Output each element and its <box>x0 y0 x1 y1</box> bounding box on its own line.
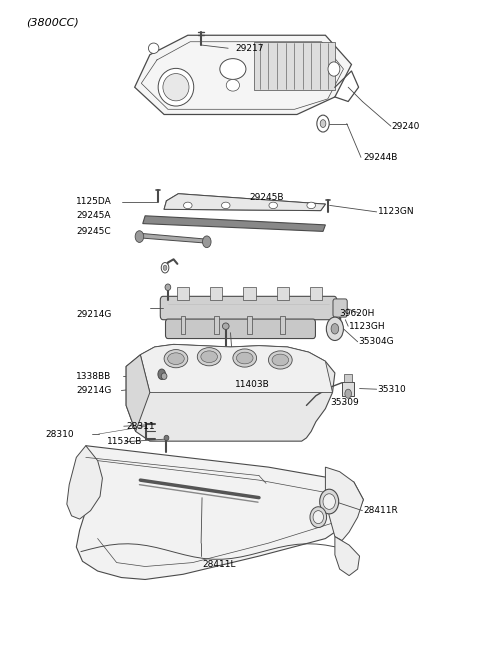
Text: 39620H: 39620H <box>340 309 375 318</box>
Polygon shape <box>126 345 335 441</box>
Ellipse shape <box>163 73 189 101</box>
Text: 29245B: 29245B <box>250 193 284 202</box>
Circle shape <box>135 231 144 242</box>
Text: 29214G: 29214G <box>76 310 112 319</box>
Text: 28310: 28310 <box>46 430 74 438</box>
Text: 28411R: 28411R <box>363 506 398 515</box>
Polygon shape <box>67 445 102 519</box>
Ellipse shape <box>313 511 324 523</box>
Text: (3800CC): (3800CC) <box>26 17 79 28</box>
Circle shape <box>203 236 211 248</box>
Ellipse shape <box>201 351 217 363</box>
Bar <box>247 316 252 334</box>
Ellipse shape <box>197 348 221 365</box>
Text: 29240: 29240 <box>392 122 420 130</box>
Ellipse shape <box>320 489 339 514</box>
Bar <box>210 288 222 300</box>
FancyBboxPatch shape <box>333 299 347 317</box>
Ellipse shape <box>164 436 169 441</box>
Text: 11403B: 11403B <box>235 380 270 389</box>
Bar <box>342 382 354 396</box>
Bar <box>344 374 352 382</box>
Ellipse shape <box>226 79 240 91</box>
Ellipse shape <box>237 352 253 364</box>
Text: 29214G: 29214G <box>76 386 112 395</box>
Bar <box>276 288 289 300</box>
Ellipse shape <box>148 43 159 54</box>
Circle shape <box>331 324 339 334</box>
Ellipse shape <box>183 202 192 209</box>
Polygon shape <box>126 355 150 432</box>
Bar <box>214 316 219 334</box>
Circle shape <box>161 263 169 273</box>
Ellipse shape <box>268 351 292 369</box>
Polygon shape <box>76 445 363 580</box>
Circle shape <box>317 115 329 132</box>
Text: 28311: 28311 <box>126 422 155 431</box>
Polygon shape <box>143 215 325 231</box>
Ellipse shape <box>233 349 257 367</box>
Ellipse shape <box>168 353 184 365</box>
Circle shape <box>163 265 167 271</box>
Polygon shape <box>139 233 207 243</box>
Polygon shape <box>140 345 333 392</box>
Circle shape <box>320 120 326 128</box>
Ellipse shape <box>310 507 326 527</box>
Text: 29245A: 29245A <box>76 212 111 220</box>
Text: 29245C: 29245C <box>76 227 111 236</box>
Text: 35310: 35310 <box>378 384 407 394</box>
Polygon shape <box>164 194 325 211</box>
Bar <box>310 288 322 300</box>
Ellipse shape <box>269 202 277 209</box>
Polygon shape <box>254 42 335 90</box>
Bar <box>243 288 256 300</box>
Circle shape <box>345 389 351 398</box>
Ellipse shape <box>307 202 315 209</box>
Text: 1338BB: 1338BB <box>76 371 111 381</box>
Text: 1125DA: 1125DA <box>76 197 112 206</box>
Ellipse shape <box>164 350 188 367</box>
Ellipse shape <box>165 284 171 290</box>
Bar <box>180 316 185 334</box>
Ellipse shape <box>161 373 167 379</box>
Text: 1153CB: 1153CB <box>107 438 143 446</box>
Ellipse shape <box>158 68 194 106</box>
Polygon shape <box>325 467 363 540</box>
Bar <box>177 288 189 300</box>
Text: 1123GN: 1123GN <box>378 208 414 216</box>
Ellipse shape <box>221 202 230 209</box>
Ellipse shape <box>272 354 288 365</box>
Text: 29217: 29217 <box>235 44 264 53</box>
FancyBboxPatch shape <box>160 296 337 320</box>
Bar <box>280 316 285 334</box>
Ellipse shape <box>220 59 246 79</box>
Ellipse shape <box>222 323 229 329</box>
FancyBboxPatch shape <box>166 319 315 339</box>
Circle shape <box>326 317 343 341</box>
Ellipse shape <box>328 62 340 76</box>
Ellipse shape <box>323 494 336 510</box>
Text: 35309: 35309 <box>330 398 359 407</box>
Circle shape <box>158 369 166 379</box>
Text: 35304G: 35304G <box>359 337 394 346</box>
Polygon shape <box>335 536 360 576</box>
Ellipse shape <box>337 321 343 328</box>
Text: 1123GH: 1123GH <box>349 322 386 331</box>
Text: 28411L: 28411L <box>202 560 236 569</box>
Polygon shape <box>135 35 351 115</box>
Text: 29244B: 29244B <box>363 153 398 162</box>
